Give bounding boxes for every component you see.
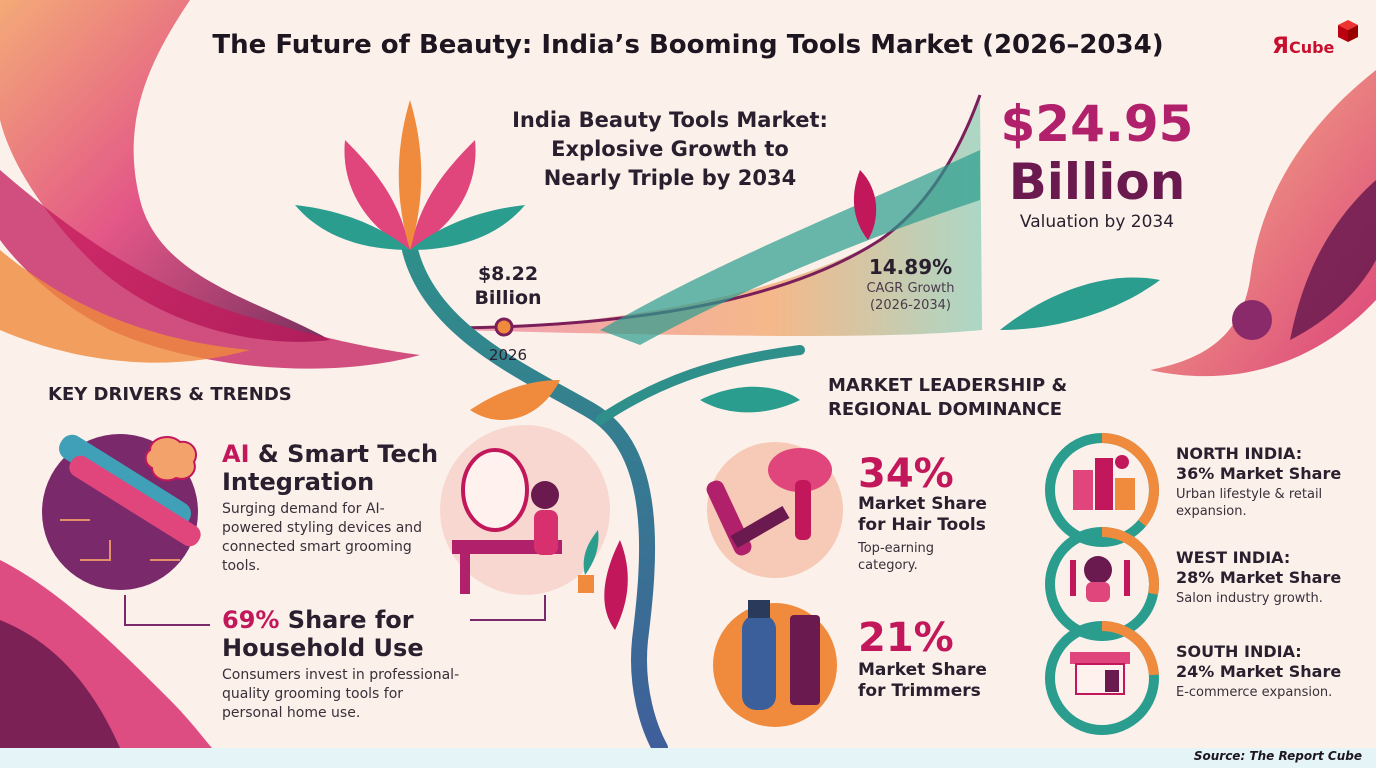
growth-ribbon (455, 95, 982, 336)
cagr-box: 14.89% CAGR Growth (2026-2034) (848, 255, 973, 313)
region-desc: Urban lifestyle & retail expansion. (1176, 487, 1323, 519)
start-point-marker (494, 317, 514, 337)
connector-line-2 (470, 595, 546, 621)
leadership-heading-line-2: REGIONAL DOMINANCE (828, 399, 1063, 420)
region-south: SOUTH INDIA: 24% Market Share E-commerce… (1176, 642, 1366, 701)
hero-line-1: India Beauty Tools Market: (512, 108, 828, 132)
hair-tools-sub-line-1: Top-earning (858, 541, 935, 556)
connector-line (124, 595, 210, 626)
cagr-label: CAGR Growth (866, 281, 955, 296)
household-title-rest: Share for (279, 606, 414, 634)
leaf-decor (1000, 277, 1160, 330)
leaf-decor-2 (853, 170, 877, 240)
hair-tools-label-line-1: Market Share (858, 494, 987, 514)
region-name: WEST INDIA: (1176, 548, 1291, 567)
region-share: 36% Market Share (1176, 464, 1342, 483)
region-west: WEST INDIA: 28% Market Share Salon indus… (1176, 548, 1366, 607)
trimmers-label-line-1: Market Share (858, 660, 987, 680)
start-amount: $8.22 (477, 263, 539, 285)
household-title-accent: 69% (222, 606, 280, 634)
hair-dryer-icon (706, 442, 843, 578)
region-north: NORTH INDIA: 36% Market Share Urban life… (1176, 444, 1366, 520)
hero-line-3: Nearly Triple by 2034 (543, 166, 797, 190)
region-name: NORTH INDIA: (1176, 444, 1303, 463)
region-share: 28% Market Share (1176, 568, 1342, 587)
valuation-unit: Billion (1008, 153, 1186, 211)
leadership-heading: MARKET LEADERSHIP & REGIONAL DOMINANCE (828, 374, 1067, 422)
region-desc: Salon industry growth. (1176, 591, 1323, 606)
west-india-ring (1045, 527, 1159, 641)
left-swirl-decor-3 (0, 250, 250, 363)
household-title-line-2: Household Use (222, 634, 424, 662)
hair-tools-percent: 34% (858, 451, 954, 497)
start-unit: Billion (474, 287, 542, 309)
cagr-value: 14.89% (868, 255, 953, 279)
hair-tools-sub: Top-earning category. (858, 540, 968, 574)
valuation-value: $24.95 (1000, 95, 1194, 153)
hair-tools-sub-line-2: category. (858, 558, 918, 573)
vine-leaf-2 (700, 386, 800, 413)
vine-stem (402, 242, 668, 756)
city-icon (1073, 455, 1135, 510)
south-india-ring (1045, 621, 1159, 735)
north-india-ring (1045, 433, 1159, 547)
right-dot-decor (1232, 300, 1272, 340)
ai-driver-desc: Surging demand for AI-powered styling de… (222, 501, 423, 574)
logo-letter: Я (1272, 34, 1289, 59)
page-title: The Future of Beauty: India’s Booming To… (212, 30, 1164, 60)
vine-leaf (470, 380, 560, 420)
vanity-mirror-icon (440, 425, 610, 595)
ai-title-accent: AI (222, 440, 250, 468)
lotus-icon (295, 100, 525, 250)
left-swirl-decor (0, 0, 330, 342)
hero-headline: India Beauty Tools Market: Explosive Gro… (500, 106, 840, 193)
vine-leaf-3 (604, 540, 628, 630)
region-share: 24% Market Share (1176, 662, 1342, 681)
growth-line (454, 94, 982, 330)
hair-tools-label: Market Share for Hair Tools (858, 494, 987, 536)
hair-tools-label-line-2: for Hair Tools (858, 515, 986, 535)
footer-bar: Source: The Report Cube (0, 748, 1376, 768)
logo-wordmark: Cube (1288, 38, 1335, 57)
vine-branch (595, 345, 805, 425)
region-name: SOUTH INDIA: (1176, 642, 1302, 661)
hero-line-2: Explosive Growth to (551, 137, 789, 161)
right-swirl-decor-2 (1290, 180, 1376, 340)
bottom-left-blob-2 (0, 620, 120, 748)
ai-driver-title: AI & Smart Tech Integration (222, 440, 438, 496)
brand-logo: ЯCube (1272, 34, 1334, 59)
household-desc: Consumers invest in professional-quality… (222, 667, 460, 721)
trimmer-icon (713, 600, 837, 727)
trimmers-label-line-2: for Trimmers (858, 681, 981, 701)
ai-title-line-2: Integration (222, 468, 375, 496)
ai-title-rest: & Smart Tech (249, 440, 439, 468)
region-desc: E-commerce expansion. (1176, 685, 1333, 700)
household-title: 69% Share for Household Use (222, 606, 424, 662)
start-year: 2026 (488, 346, 528, 364)
cagr-period: (2026-2034) (869, 298, 951, 313)
trimmers-label: Market Share for Trimmers (858, 660, 987, 702)
logo-cube-icon (1338, 20, 1358, 42)
stylist-icon (1070, 556, 1130, 602)
flat-iron-icon (42, 434, 201, 590)
trimmers-percent: 21% (858, 615, 954, 661)
drivers-heading: KEY DRIVERS & TRENDS (48, 384, 292, 405)
brain-icon (144, 435, 198, 482)
leadership-heading-line-1: MARKET LEADERSHIP & (828, 375, 1068, 396)
start-value: $8.22 Billion (462, 262, 554, 310)
storefront-icon (1070, 652, 1130, 695)
valuation-label: Valuation by 2034 (1019, 212, 1175, 232)
source-credit: Source: The Report Cube (1193, 749, 1362, 763)
ribbon-teal (600, 150, 980, 345)
